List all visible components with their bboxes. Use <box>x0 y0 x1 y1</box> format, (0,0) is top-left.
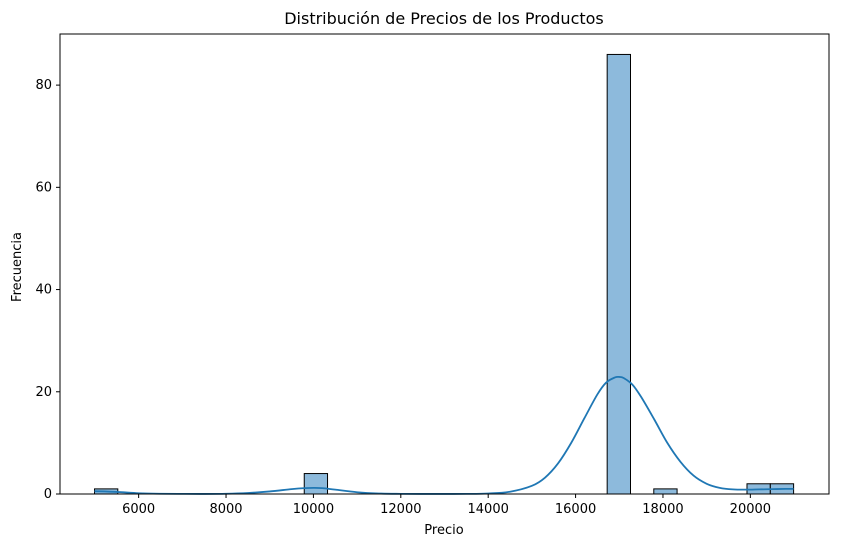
y-tick-label: 0 <box>44 487 52 502</box>
y-tick-label: 40 <box>35 283 52 298</box>
y-tick-label: 20 <box>35 385 52 400</box>
x-tick-label: 18000 <box>642 502 683 517</box>
x-tick-label: 14000 <box>468 502 509 517</box>
x-tick-label: 20000 <box>730 502 771 517</box>
x-tick-label: 12000 <box>380 502 421 517</box>
y-axis-ticks: 0 20 40 60 80 <box>35 78 60 502</box>
histogram-bar <box>653 488 678 495</box>
x-tick-label: 16000 <box>555 502 596 517</box>
y-tick-label: 60 <box>35 180 52 195</box>
x-tick-label: 10000 <box>293 502 334 517</box>
kde-curve <box>94 375 794 495</box>
histogram-bar <box>606 53 632 495</box>
x-axis-label: Precio <box>424 523 463 538</box>
y-axis-label: Frecuencia <box>10 232 25 302</box>
kde-layer <box>94 375 794 495</box>
x-axis-ticks: 6000 8000 10000 12000 14000 16000 18000 20000 <box>122 494 771 517</box>
x-tick-label: 8000 <box>209 502 242 517</box>
chart-title: Distribución de Precios de los Productos <box>284 9 604 28</box>
y-tick-label: 80 <box>35 78 52 93</box>
x-tick-label: 6000 <box>122 502 155 517</box>
plot-frame <box>59 33 830 495</box>
histogram-bar <box>303 473 329 495</box>
